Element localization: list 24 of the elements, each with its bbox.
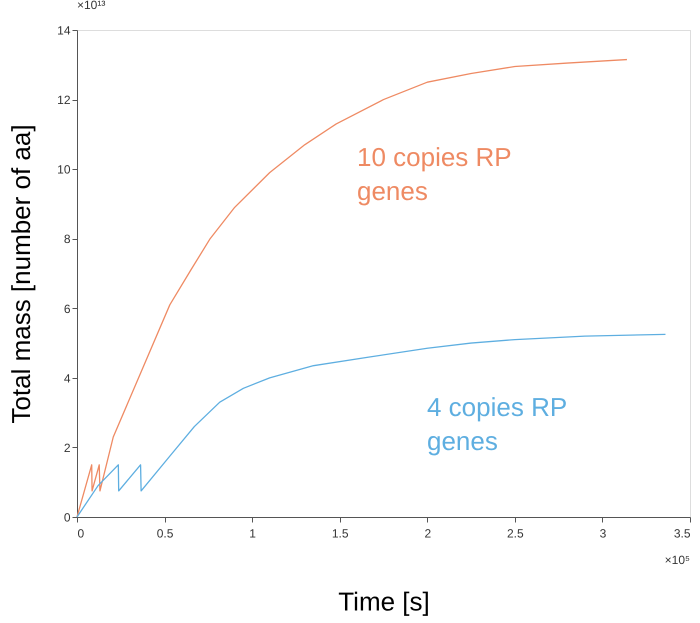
y-tick-label: 0 <box>64 510 71 524</box>
x-tick-label: 3.5 <box>674 526 691 540</box>
y-tick-label: 14 <box>57 24 71 38</box>
line-series <box>76 334 666 518</box>
x-tick-label: 2 <box>424 526 432 540</box>
x-tick-label: 0.5 <box>156 526 174 540</box>
x-tick-label: 0 <box>78 526 84 540</box>
text: ×10¹³ <box>77 0 106 12</box>
x-tick-label: 1.5 <box>332 526 349 540</box>
y-axis-title: Total mass [number of aa] <box>6 124 36 424</box>
y-tick-label: 6 <box>64 302 71 316</box>
x-tick-label: 2.5 <box>507 526 524 540</box>
y-tick-label: 10 <box>57 162 71 177</box>
series-label: 10 copies RP genes <box>357 142 512 206</box>
y-tick-label: 2 <box>64 440 71 455</box>
text: ×10⁵ <box>664 553 690 567</box>
x-axis-title: Time [s] <box>338 586 430 616</box>
series-label: 4 copies RP genes <box>427 392 568 456</box>
line-series <box>76 58 628 518</box>
y-tick-label: 4 <box>64 371 71 386</box>
x-tick-label: 3 <box>600 526 607 540</box>
y-tick-label: 8 <box>64 232 71 246</box>
x-tick-label: 1 <box>249 526 256 540</box>
y-tick-label: 12 <box>57 93 71 108</box>
